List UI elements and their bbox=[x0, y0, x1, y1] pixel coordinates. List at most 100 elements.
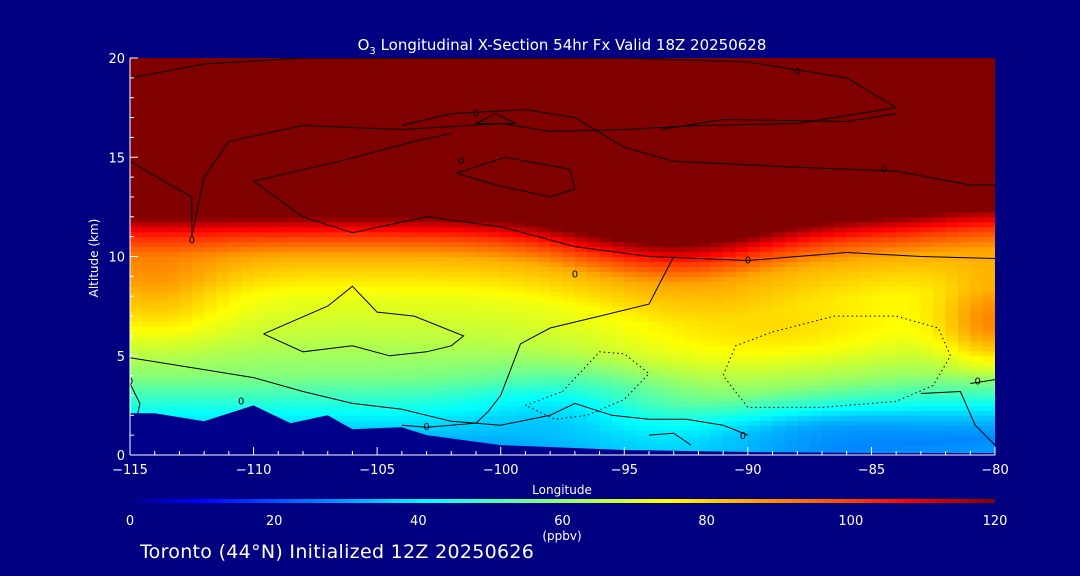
field-cell bbox=[550, 122, 564, 129]
field-cell bbox=[797, 370, 811, 377]
field-cell bbox=[525, 251, 539, 258]
field-cell bbox=[451, 67, 465, 74]
field-cell bbox=[451, 316, 465, 322]
field-cell bbox=[846, 355, 860, 362]
field-cell bbox=[179, 236, 193, 243]
field-cell bbox=[179, 291, 193, 297]
field-cell bbox=[265, 316, 279, 322]
field-cell bbox=[735, 355, 749, 362]
field-cell bbox=[253, 390, 267, 397]
field-cell bbox=[191, 77, 205, 84]
field-cell bbox=[500, 271, 514, 277]
field-cell bbox=[747, 281, 761, 287]
field-cell bbox=[871, 286, 885, 292]
field-cell bbox=[426, 92, 440, 99]
field-cell bbox=[599, 147, 613, 153]
field-cell bbox=[562, 291, 576, 297]
field-cell bbox=[414, 281, 428, 287]
field-cell bbox=[562, 87, 576, 94]
field-cell bbox=[130, 67, 143, 74]
field-cell bbox=[327, 206, 341, 213]
field-cell bbox=[772, 405, 786, 411]
field-cell bbox=[525, 132, 539, 138]
field-cell bbox=[142, 296, 156, 302]
field-cell bbox=[401, 405, 415, 411]
field-cell bbox=[451, 102, 465, 109]
field-cell bbox=[488, 370, 502, 377]
field-cell bbox=[896, 360, 910, 367]
field-cell bbox=[834, 58, 848, 64]
field-cell bbox=[253, 92, 267, 99]
field-cell bbox=[871, 355, 885, 362]
field-cell bbox=[204, 62, 218, 69]
field-cell bbox=[426, 410, 440, 416]
field-cell bbox=[154, 345, 168, 352]
field-cell bbox=[389, 301, 403, 307]
field-cell bbox=[303, 97, 316, 104]
field-cell bbox=[513, 117, 527, 124]
field-cell bbox=[130, 62, 143, 69]
field-cell bbox=[191, 276, 205, 282]
field-cell bbox=[315, 330, 329, 337]
field-cell bbox=[364, 112, 378, 119]
field-cell bbox=[587, 340, 601, 347]
field-cell bbox=[142, 72, 156, 79]
field-cell bbox=[451, 355, 465, 362]
field-cell bbox=[513, 430, 527, 436]
field-cell bbox=[661, 435, 675, 441]
field-cell bbox=[463, 177, 477, 183]
field-cell bbox=[154, 142, 168, 148]
field-cell bbox=[228, 211, 242, 218]
field-cell bbox=[389, 117, 403, 124]
field-cell bbox=[661, 187, 675, 193]
field-cell bbox=[883, 380, 897, 387]
field-cell bbox=[809, 236, 823, 243]
field-cell bbox=[352, 92, 366, 99]
field-cell bbox=[216, 206, 230, 213]
field-cell bbox=[377, 206, 391, 213]
field-cell bbox=[649, 360, 662, 367]
field-cell bbox=[883, 182, 897, 188]
field-cell bbox=[352, 187, 366, 193]
field-cell bbox=[352, 82, 366, 89]
field-cell bbox=[377, 385, 391, 392]
field-cell bbox=[562, 360, 576, 367]
field-cell bbox=[278, 226, 292, 233]
field-cell bbox=[673, 211, 687, 218]
field-cell bbox=[661, 231, 675, 238]
field-cell bbox=[488, 246, 502, 253]
field-cell bbox=[562, 256, 576, 263]
field-cell bbox=[253, 296, 267, 302]
field-cell bbox=[476, 102, 489, 109]
field-cell bbox=[562, 340, 576, 347]
field-cell bbox=[500, 390, 514, 397]
field-cell bbox=[525, 266, 539, 272]
field-cell bbox=[760, 196, 774, 203]
field-cell bbox=[216, 187, 230, 193]
field-cell bbox=[154, 281, 168, 287]
field-cell bbox=[525, 405, 539, 411]
field-cell bbox=[191, 152, 205, 158]
field-cell bbox=[611, 132, 625, 138]
field-cell bbox=[315, 350, 329, 357]
field-cell bbox=[426, 276, 440, 282]
field-cell bbox=[253, 196, 267, 203]
field-cell bbox=[451, 112, 465, 119]
field-cell bbox=[130, 410, 143, 416]
field-cell bbox=[377, 167, 391, 173]
field-cell bbox=[562, 375, 576, 382]
field-cell bbox=[142, 325, 156, 332]
field-cell bbox=[723, 360, 737, 367]
field-cell bbox=[871, 395, 885, 402]
field-cell bbox=[809, 400, 823, 406]
field-cell bbox=[574, 67, 588, 74]
field-cell bbox=[228, 395, 242, 402]
field-cell bbox=[834, 67, 848, 74]
field-cell bbox=[624, 340, 638, 347]
field-cell bbox=[822, 281, 835, 287]
field-cell bbox=[747, 445, 761, 451]
field-cell bbox=[735, 440, 749, 446]
field-cell bbox=[747, 137, 761, 143]
field-cell bbox=[686, 236, 700, 243]
